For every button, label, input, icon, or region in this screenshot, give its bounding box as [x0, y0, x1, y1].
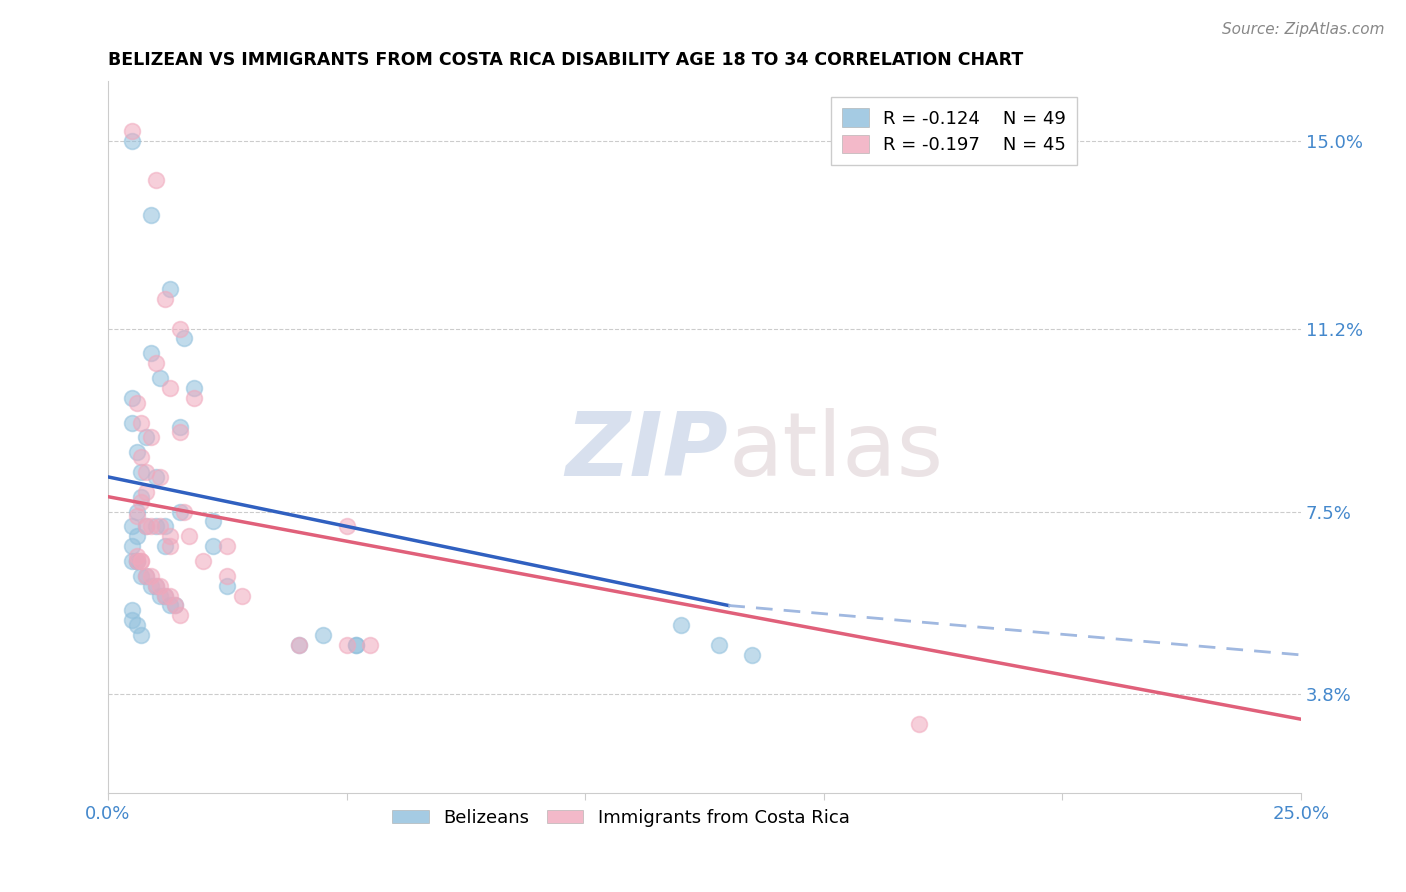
Point [163, 599, 186, 613]
Point [149, 589, 172, 603]
Point [169, 608, 191, 623]
Point [135, 430, 157, 444]
Point [183, 381, 205, 395]
Point [125, 529, 148, 543]
Point [183, 391, 205, 405]
Point [131, 554, 153, 568]
Point [159, 381, 181, 395]
Point [125, 395, 148, 409]
Point [125, 549, 148, 563]
Point [121, 554, 143, 568]
Point [145, 173, 167, 187]
Point [135, 484, 157, 499]
Point [121, 134, 143, 148]
Point [169, 321, 191, 335]
Point [159, 539, 181, 553]
Point [135, 569, 157, 583]
Point [217, 579, 239, 593]
Legend: Belizeans, Immigrants from Costa Rica: Belizeans, Immigrants from Costa Rica [385, 802, 856, 834]
Point [131, 628, 153, 642]
Point [231, 589, 253, 603]
Point [139, 346, 162, 360]
Point [288, 638, 311, 652]
Point [155, 292, 177, 306]
Point [121, 519, 143, 533]
Point [159, 589, 181, 603]
Point [131, 465, 153, 479]
Point [159, 599, 181, 613]
Point [125, 445, 148, 459]
Point [908, 717, 931, 731]
Point [121, 603, 143, 617]
Point [125, 554, 148, 568]
Point [121, 613, 143, 627]
Point [741, 648, 763, 662]
Text: atlas: atlas [728, 408, 943, 495]
Point [145, 579, 167, 593]
Point [201, 515, 224, 529]
Point [135, 519, 157, 533]
Text: Source: ZipAtlas.com: Source: ZipAtlas.com [1222, 22, 1385, 37]
Point [344, 638, 367, 652]
Point [145, 356, 167, 370]
Point [139, 569, 162, 583]
Point [125, 554, 148, 568]
Point [135, 519, 157, 533]
Point [344, 638, 367, 652]
Point [288, 638, 311, 652]
Point [149, 470, 172, 484]
Point [173, 331, 195, 345]
Point [169, 425, 191, 440]
Point [359, 638, 381, 652]
Point [159, 282, 181, 296]
Point [145, 470, 167, 484]
Point [173, 504, 195, 518]
Point [155, 589, 177, 603]
Point [155, 589, 177, 603]
Point [131, 554, 153, 568]
Point [149, 371, 172, 385]
Point [159, 529, 181, 543]
Point [169, 420, 191, 434]
Text: BELIZEAN VS IMMIGRANTS FROM COSTA RICA DISABILITY AGE 18 TO 34 CORRELATION CHART: BELIZEAN VS IMMIGRANTS FROM COSTA RICA D… [108, 51, 1024, 69]
Point [131, 494, 153, 508]
Point [177, 529, 200, 543]
Point [707, 638, 730, 652]
Point [139, 208, 162, 222]
Point [163, 599, 186, 613]
Point [125, 618, 148, 632]
Point [135, 465, 157, 479]
Point [155, 539, 177, 553]
Point [125, 504, 148, 518]
Point [139, 519, 162, 533]
Text: ZIP: ZIP [565, 408, 728, 495]
Point [121, 124, 143, 138]
Point [201, 539, 224, 553]
Point [131, 450, 153, 464]
Point [135, 569, 157, 583]
Point [149, 519, 172, 533]
Point [217, 569, 239, 583]
Point [155, 519, 177, 533]
Point [139, 430, 162, 444]
Point [149, 579, 172, 593]
Point [145, 579, 167, 593]
Point [121, 391, 143, 405]
Point [131, 569, 153, 583]
Point [169, 504, 191, 518]
Point [121, 416, 143, 430]
Point [669, 618, 692, 632]
Point [131, 490, 153, 504]
Point [125, 509, 148, 524]
Point [335, 638, 357, 652]
Point [312, 628, 335, 642]
Point [335, 519, 357, 533]
Point [145, 519, 167, 533]
Point [139, 579, 162, 593]
Point [125, 554, 148, 568]
Point [217, 539, 239, 553]
Point [193, 554, 215, 568]
Point [131, 416, 153, 430]
Point [121, 539, 143, 553]
